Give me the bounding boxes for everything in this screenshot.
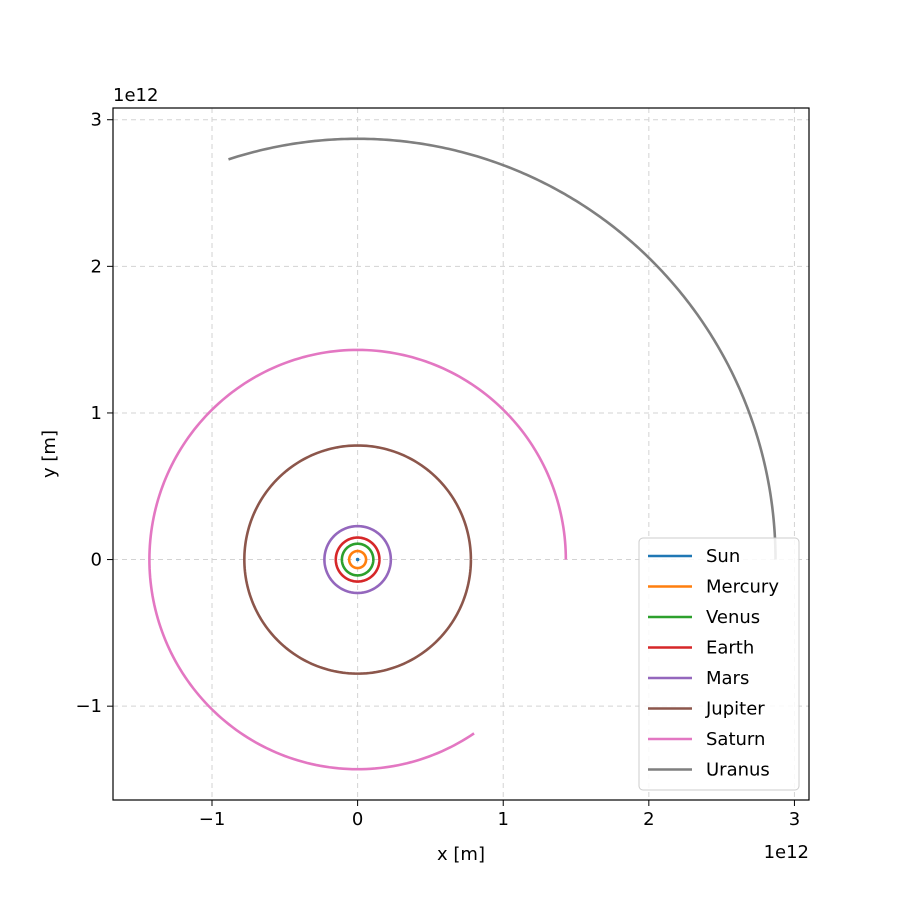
legend-label-uranus: Uranus (706, 760, 770, 781)
x-tick-label: −1 (199, 809, 226, 830)
legend-label-jupiter: Jupiter (705, 699, 765, 720)
x-tick-label: 2 (643, 809, 654, 830)
series-earth-line (334, 536, 381, 583)
x-tick-label: 1 (497, 809, 508, 830)
x-axis-offset-label: 1e12 (764, 842, 809, 863)
x-axis-ticks: −1 0 1 2 3 (199, 800, 800, 830)
legend-label-mars: Mars (706, 668, 749, 689)
y-axis-offset-label: 1e12 (113, 85, 158, 106)
series-jupiter-line (243, 444, 473, 675)
axes-frame (112, 107, 810, 801)
legend-box (638, 537, 800, 791)
legend: Sun Mercury Venus Earth Mars Jupiter Saturn Ura… (638, 537, 800, 791)
legend-label-saturn: Saturn (706, 729, 765, 750)
series-saturn-line (148, 348, 568, 771)
series-layer (148, 137, 777, 771)
series-mars-line (323, 524, 393, 595)
x-axis-label: x [m] (437, 844, 485, 865)
legend-label-earth: Earth (706, 638, 754, 659)
y-tick-label: 1 (91, 403, 102, 424)
x-tick-label: 3 (789, 809, 800, 830)
series-mercury-line (347, 549, 368, 570)
y-axis-label: y [m] (39, 430, 60, 478)
series-venus-line (340, 542, 375, 577)
y-tick-label: −1 (75, 696, 102, 717)
legend-label-mercury: Mercury (706, 577, 779, 598)
x-tick-label: 0 (352, 809, 363, 830)
y-tick-label: 0 (91, 550, 102, 571)
series-uranus-line (228, 137, 777, 560)
y-axis-ticks: −1 0 1 2 3 (75, 110, 113, 717)
series-sun-line (355, 557, 360, 562)
y-tick-label: 2 (91, 256, 102, 277)
y-tick-label: 3 (91, 110, 102, 131)
legend-label-venus: Venus (706, 607, 760, 628)
legend-label-sun: Sun (706, 546, 740, 567)
